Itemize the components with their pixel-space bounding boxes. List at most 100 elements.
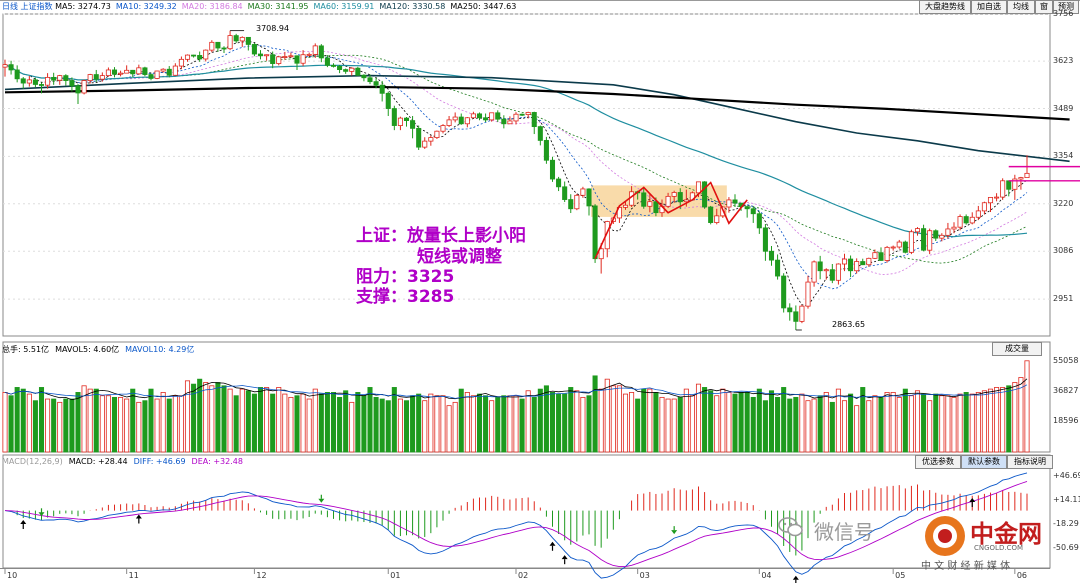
volume-bar: [245, 390, 251, 453]
volume-bar: [531, 396, 537, 453]
price-tick: 3489: [1053, 103, 1074, 113]
macd-button-0[interactable]: 优选参数: [915, 455, 961, 469]
volume-bar: [969, 393, 975, 453]
volume-bar: [355, 392, 361, 453]
month-tick: 04: [761, 571, 772, 580]
signal-arrow-icon: [549, 541, 556, 546]
volume-button[interactable]: 成交量: [992, 342, 1042, 356]
candle: [702, 181, 708, 208]
volume-bar: [416, 393, 422, 453]
volume-bar: [507, 395, 513, 453]
volume-bar: [994, 387, 1000, 453]
volume-bar: [178, 395, 184, 453]
interval-label[interactable]: 日线: [2, 2, 18, 11]
axis-labels: 3708.94 2863.65: [256, 24, 865, 329]
mavol10-line: [4, 384, 1028, 399]
volume-bar: [549, 392, 556, 453]
volume-bar: [927, 400, 933, 453]
candle: [969, 216, 975, 224]
volume-bar: [622, 393, 629, 453]
annotation-line2: 短线或调整: [417, 247, 502, 267]
candle: [288, 55, 294, 58]
watermark: 微信号 中金网 CNGOLD.COM 中 文 财 经 新 媒 体: [778, 506, 1078, 583]
candle: [987, 197, 994, 204]
candle: [93, 74, 99, 80]
volume-bar: [726, 392, 732, 453]
candle: [768, 250, 775, 261]
volume-bar: [458, 388, 464, 453]
volume-bar: [586, 395, 592, 453]
volume-bar: [951, 396, 957, 453]
signal-arrow-icon: [792, 575, 799, 580]
candle: [203, 49, 209, 60]
month-tick: 02: [518, 571, 529, 580]
volume-bar: [251, 393, 257, 453]
ma120-line: [4, 74, 1070, 163]
volume-bar: [750, 396, 756, 453]
volume-bar: [805, 400, 811, 453]
volume-bar: [257, 387, 264, 453]
candle: [866, 257, 872, 266]
volume-bar: [379, 398, 385, 453]
candle: [878, 252, 884, 261]
candle: [57, 75, 63, 81]
volume-bar: [720, 388, 726, 453]
candle: [391, 108, 397, 126]
volume-bar: [665, 398, 671, 453]
toolbar-button-1[interactable]: 加自选: [971, 0, 1007, 14]
macd-legend-item: DEA: +32.48: [191, 457, 243, 466]
volume-bar: [93, 388, 99, 453]
candle: [647, 201, 653, 207]
candle: [671, 192, 677, 197]
volume-bar: [483, 395, 489, 453]
volume-bar: [166, 398, 172, 453]
toolbar-button-2[interactable]: 均线: [1007, 0, 1035, 14]
volume-bar: [629, 392, 635, 453]
volume-bar: [221, 385, 227, 453]
volume-bar: [635, 398, 641, 453]
volume-bar: [768, 390, 775, 453]
candle: [87, 74, 93, 81]
macd-button-2[interactable]: 指标说明: [1007, 455, 1053, 469]
toolbar-button-3[interactable]: 窗: [1035, 0, 1053, 14]
volume-bar: [470, 395, 476, 453]
annotation-line4: 支撑：3285: [356, 287, 455, 307]
volume-bar: [556, 393, 562, 453]
volume-bar: [111, 396, 118, 453]
candle: [501, 118, 507, 125]
volume-bar: [525, 390, 531, 453]
macd-signal-arrows: [20, 494, 976, 583]
month-tick: 05: [895, 571, 906, 580]
volume-bar: [403, 400, 410, 453]
volume-bar: [26, 393, 32, 453]
volume-bar: [330, 392, 337, 453]
toolbar-button-4[interactable]: 预测: [1053, 0, 1079, 14]
volume-bar: [343, 390, 349, 453]
volume-bar: [2, 392, 8, 453]
candle: [355, 67, 361, 76]
candle: [446, 119, 452, 126]
signal-arrow-icon: [561, 555, 568, 560]
volume-bar: [647, 388, 653, 453]
toolbar-button-0[interactable]: 大盘趋势线: [919, 0, 971, 14]
volume-bar: [762, 400, 768, 453]
candle: [385, 92, 391, 109]
candle: [337, 66, 343, 70]
candle: [209, 41, 215, 51]
candle: [817, 261, 823, 272]
volume-bar: [130, 388, 136, 453]
macd-button-1[interactable]: 默认参数: [961, 455, 1007, 469]
candle: [178, 58, 184, 67]
candle: [981, 202, 987, 212]
candle: [318, 45, 324, 59]
candle: [708, 206, 714, 223]
candle: [598, 248, 604, 260]
volume-bar: [848, 393, 854, 453]
volume-bar: [957, 393, 963, 453]
candle: [452, 116, 458, 121]
candle: [507, 120, 513, 125]
volume-tick: 55058: [1053, 355, 1079, 365]
candle: [914, 228, 921, 233]
candle: [775, 259, 781, 277]
